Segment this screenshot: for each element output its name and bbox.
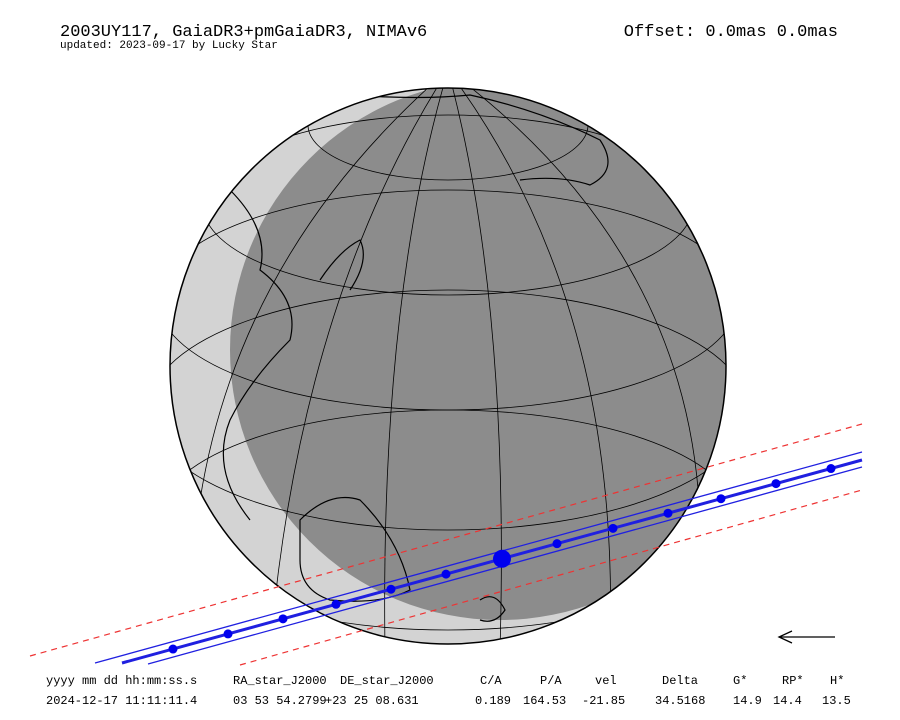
shadow-path [29, 423, 863, 666]
night [230, 88, 726, 620]
column-header: DE_star_J2000 [340, 674, 434, 688]
time-marker [168, 644, 178, 654]
table-cell: 03 53 54.2799 [233, 694, 327, 708]
table-cell: 14.9 [733, 694, 762, 708]
time-marker [278, 614, 288, 624]
table-cell: 14.4 [773, 694, 802, 708]
time-marker [493, 549, 511, 568]
error-limit [239, 489, 863, 666]
column-header: H* [830, 674, 844, 688]
time-marker [223, 629, 233, 639]
column-header: RP* [782, 674, 804, 688]
title: 2003UY117, GaiaDR3+pmGaiaDR3, NIMAv6 [60, 23, 427, 42]
time-marker [663, 508, 673, 518]
table-cell: 13.5 [822, 694, 851, 708]
time-marker [331, 599, 341, 609]
column-header: C/A [480, 674, 502, 688]
table-cell: 34.5168 [655, 694, 705, 708]
error-limit [29, 423, 863, 657]
globe-outline [169, 87, 727, 645]
direction-arrow [777, 630, 835, 644]
time-marker [716, 494, 726, 504]
body-limit [94, 451, 863, 664]
table-cell: 2024-12-17 11:11:11.4 [46, 694, 197, 708]
globe [170, 88, 726, 644]
centerline [121, 458, 863, 665]
table-cell: -21.85 [582, 694, 625, 708]
column-header: RA_star_J2000 [233, 674, 327, 688]
column-header: vel [595, 674, 617, 688]
time-marker [441, 569, 451, 579]
time-marker [552, 539, 562, 549]
time-marker [826, 464, 836, 474]
subtitle: updated: 2023-09-17 by Lucky Star [60, 40, 278, 52]
column-header: P/A [540, 674, 562, 688]
coastlines [222, 94, 609, 622]
time-marker [386, 584, 396, 594]
column-header: G* [733, 674, 747, 688]
time-marker [771, 479, 781, 489]
table-cell: 164.53 [523, 694, 566, 708]
table-cell: +23 25 08.631 [325, 694, 419, 708]
column-header: Delta [662, 674, 698, 688]
offset: Offset: 0.0mas 0.0mas [624, 23, 838, 42]
table-cell: 0.189 [475, 694, 511, 708]
time-marker [608, 523, 618, 533]
column-header: yyyy mm dd hh:mm:ss.s [46, 674, 197, 688]
